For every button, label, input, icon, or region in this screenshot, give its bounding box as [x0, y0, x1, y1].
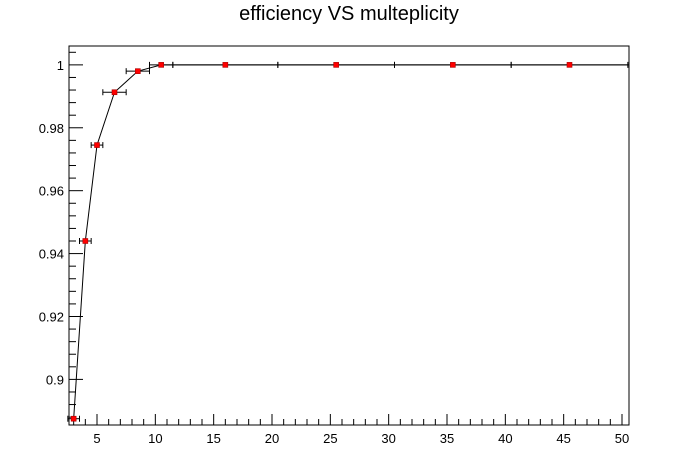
series-line: [73, 64, 570, 419]
x-tick-label: 50: [615, 431, 629, 446]
data-point: [82, 238, 89, 244]
x-tick-label: 15: [206, 431, 220, 446]
x-tick-label: 45: [556, 431, 570, 446]
data-point: [450, 62, 456, 68]
y-tick-label: 0.92: [39, 309, 64, 324]
data-point: [94, 142, 100, 148]
x-tick-label: 10: [148, 431, 162, 446]
y-tick-label: 0.98: [39, 121, 64, 136]
data-point: [70, 415, 77, 422]
x-tick-label: 25: [323, 431, 337, 446]
data-point: [111, 89, 118, 96]
data-point: [158, 62, 164, 68]
chart-title: efficiency VS multeplicity: [239, 3, 459, 25]
x-tick-label: 20: [265, 431, 279, 446]
data-point: [333, 62, 339, 68]
y-tick-label: 0.96: [39, 184, 64, 199]
plot-area: 5 10 15 20 25 30 35 40 45 50 0.9 0.92 0.94 0.96 0.98 1: [39, 45, 630, 446]
y-tick-label: 0.94: [39, 247, 64, 262]
x-tick-label: 30: [381, 431, 395, 446]
x-tick-label: 40: [498, 431, 512, 446]
y-tick-label: 0.9: [46, 372, 64, 387]
data-point: [135, 68, 141, 74]
x-tick-label: 5: [93, 431, 100, 446]
plot-frame: [68, 45, 630, 426]
data-point: [222, 62, 229, 68]
data-point: [566, 62, 573, 68]
x-tick-label: 35: [440, 431, 454, 446]
y-tick-label: 1: [57, 58, 64, 73]
